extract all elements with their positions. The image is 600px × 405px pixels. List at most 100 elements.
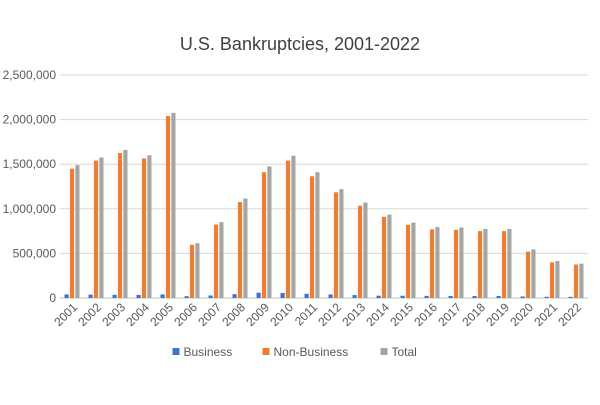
bar-non-business-2005 (165, 116, 171, 298)
bar-non-business-2011 (309, 176, 315, 298)
x-tick-label: 2019 (483, 300, 512, 329)
bar-business-2017 (448, 295, 453, 298)
y-tick-label: 1,500,000 (3, 157, 57, 171)
bar-total-2010 (291, 155, 296, 298)
bar-non-business-2021 (549, 262, 555, 298)
bar-total-2022 (579, 263, 584, 298)
bar-non-business-2010 (285, 160, 291, 298)
x-tick-label: 2007 (195, 300, 224, 329)
bar-business-2001 (64, 294, 69, 298)
bar-total-2021 (555, 260, 560, 298)
bar-business-2012 (328, 294, 333, 298)
bar-business-2005 (160, 294, 165, 298)
x-tick-label: 2020 (507, 300, 536, 329)
bar-total-2012 (339, 189, 344, 298)
bar-total-2007 (219, 222, 224, 298)
bar-business-2006 (184, 296, 189, 298)
x-tick-label: 2022 (555, 300, 584, 329)
bar-business-2008 (232, 294, 237, 298)
x-tick-label: 2002 (75, 300, 104, 329)
bar-non-business-2004 (141, 158, 147, 298)
bar-business-2015 (400, 295, 405, 298)
bar-non-business-2012 (333, 192, 339, 298)
bar-total-2016 (435, 227, 440, 298)
legend-label: Business (184, 345, 233, 359)
y-tick-label: 2,500,000 (3, 68, 57, 82)
x-tick-label: 2004 (123, 300, 152, 329)
bar-total-2018 (483, 228, 488, 298)
bar-business-2007 (208, 295, 213, 298)
x-tick-label: 2012 (315, 300, 344, 329)
x-tick-label: 2016 (411, 300, 440, 329)
bar-non-business-2013 (357, 205, 363, 298)
bar-total-2011 (315, 172, 320, 298)
bar-business-2019 (496, 296, 501, 298)
bar-total-2014 (387, 214, 392, 298)
bar-total-2008 (243, 198, 248, 298)
legend-label: Non-Business (274, 345, 349, 359)
bar-non-business-2020 (525, 251, 531, 298)
bar-total-2005 (171, 112, 176, 298)
x-tick-label: 2005 (147, 300, 176, 329)
legend-label: Total (392, 345, 417, 359)
bars (64, 112, 584, 298)
legend-swatch (380, 348, 388, 355)
legend-swatch (172, 348, 180, 355)
bar-total-2015 (411, 222, 416, 298)
bar-non-business-2002 (93, 160, 99, 298)
x-tick-label: 2018 (459, 300, 488, 329)
bar-business-2013 (352, 295, 357, 298)
y-tick-label: 1,000,000 (3, 202, 57, 216)
bar-total-2017 (459, 227, 464, 298)
bar-total-2009 (267, 166, 272, 298)
bar-business-2014 (376, 295, 381, 298)
bar-total-2020 (531, 249, 536, 298)
bar-non-business-2007 (213, 224, 219, 298)
bar-business-2010 (280, 293, 285, 298)
bar-business-2003 (112, 294, 117, 298)
bar-non-business-2014 (381, 216, 387, 298)
bar-non-business-2009 (261, 172, 267, 298)
x-tick-label: 2013 (339, 300, 368, 329)
bar-business-2004 (136, 294, 141, 298)
bar-total-2004 (147, 155, 152, 298)
bar-total-2006 (195, 243, 200, 298)
x-tick-label: 2015 (387, 300, 416, 329)
bar-non-business-2001 (69, 168, 75, 298)
bar-business-2009 (256, 292, 261, 298)
bar-total-2002 (99, 157, 104, 298)
bar-non-business-2015 (405, 224, 411, 298)
bar-non-business-2018 (477, 231, 483, 298)
bar-business-2018 (472, 296, 477, 298)
bar-non-business-2006 (189, 244, 195, 298)
bar-non-business-2016 (429, 229, 435, 298)
bar-total-2003 (123, 149, 128, 298)
y-tick-label: 2,000,000 (3, 113, 57, 127)
bar-business-2020 (520, 296, 525, 298)
x-tick-label: 2010 (267, 300, 296, 329)
x-tick-label: 2003 (99, 300, 128, 329)
bar-total-2001 (75, 165, 80, 298)
x-tick-label: 2008 (219, 300, 248, 329)
x-tick-label: 2017 (435, 300, 464, 329)
bar-non-business-2022 (573, 264, 579, 298)
bar-non-business-2008 (237, 202, 243, 298)
bar-non-business-2003 (117, 153, 123, 298)
x-tick-label: 2021 (531, 300, 560, 329)
bar-business-2022 (568, 296, 573, 298)
y-tick-label: 0 (49, 291, 56, 305)
chart-title: U.S. Bankruptcies, 2001-2022 (180, 34, 420, 54)
x-axis-ticks: 2001200220032004200520062007200820092010… (51, 300, 584, 329)
x-tick-label: 2006 (171, 300, 200, 329)
x-tick-label: 2009 (243, 300, 272, 329)
x-tick-label: 2014 (363, 300, 392, 329)
bar-business-2021 (544, 296, 549, 298)
bar-total-2013 (363, 202, 368, 298)
bar-total-2019 (507, 228, 512, 298)
legend-swatch (262, 348, 270, 355)
bar-non-business-2019 (501, 231, 507, 298)
x-tick-label: 2011 (292, 300, 320, 328)
bar-business-2016 (424, 295, 429, 298)
bar-business-2011 (304, 293, 309, 298)
